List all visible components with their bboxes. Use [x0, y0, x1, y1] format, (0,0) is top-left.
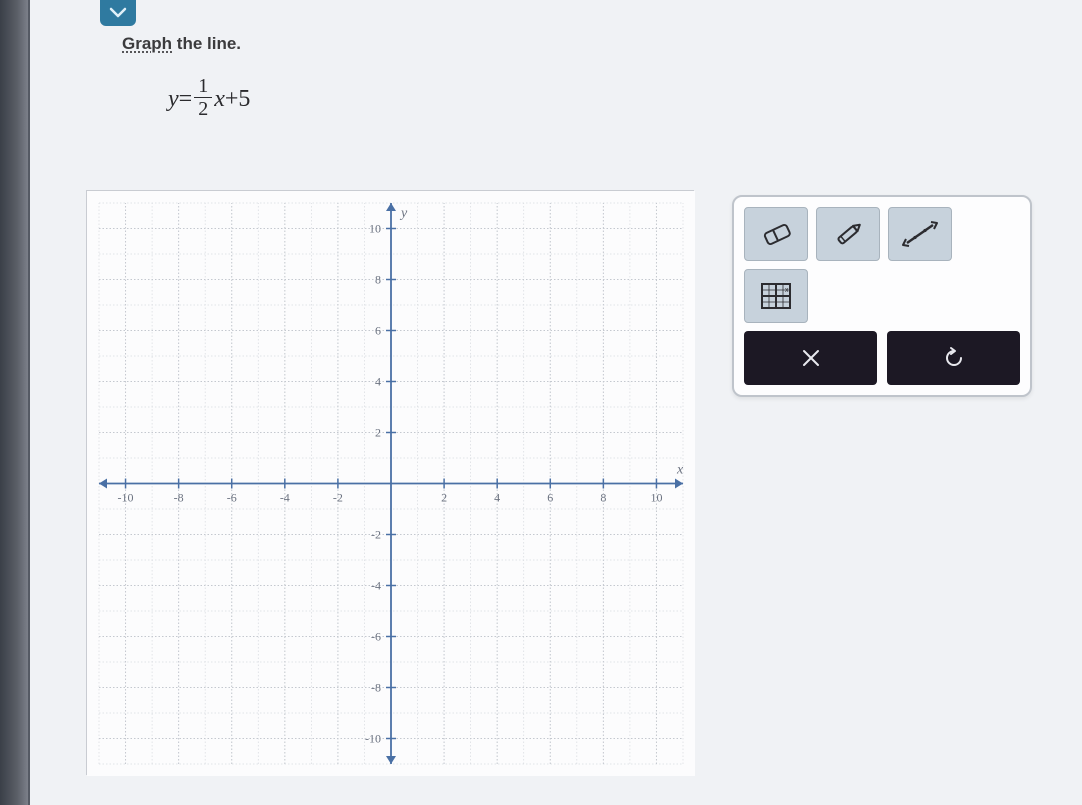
- toolbox: x: [732, 195, 1032, 397]
- undo-icon: [942, 346, 966, 370]
- grid-tool[interactable]: x: [744, 269, 808, 323]
- pencil-icon: [829, 219, 867, 249]
- svg-text:-2: -2: [371, 528, 381, 542]
- svg-text:-4: -4: [371, 579, 381, 593]
- instruction-text: Graph the line.: [122, 34, 241, 54]
- equation-lhs: y: [168, 86, 179, 113]
- equation-fraction: 1 2: [194, 76, 212, 119]
- action-row: [744, 331, 1020, 385]
- coordinate-plane[interactable]: -10 -8 -6 -4 -2 2 4 6 8 10 -10 -8 -6 -4 -2 2 4 6 8 10 x y: [86, 190, 694, 775]
- svg-text:8: 8: [375, 273, 381, 287]
- chevron-down-icon: [109, 7, 127, 19]
- coordinate-plane-svg: -10 -8 -6 -4 -2 2 4 6 8 10 -10 -8 -6 -4 -2 2 4 6 8 10 x y: [87, 191, 695, 776]
- equation-denominator: 2: [194, 98, 212, 119]
- svg-text:2: 2: [441, 491, 447, 505]
- svg-text:y: y: [399, 206, 408, 221]
- equation-plus: +: [225, 86, 239, 113]
- tool-row-1: [744, 207, 1020, 261]
- svg-text:-8: -8: [174, 491, 184, 505]
- equation-const: 5: [238, 86, 250, 113]
- pencil-tool[interactable]: [816, 207, 880, 261]
- reset-button[interactable]: [887, 331, 1020, 385]
- svg-text:-2: -2: [333, 491, 343, 505]
- svg-text:-8: -8: [371, 681, 381, 695]
- eraser-icon: [757, 219, 795, 249]
- svg-text:x: x: [785, 287, 789, 294]
- tool-row-2: x: [744, 269, 1020, 323]
- line-tool[interactable]: [888, 207, 952, 261]
- eraser-tool[interactable]: [744, 207, 808, 261]
- grid-icon: x: [759, 281, 793, 311]
- svg-text:-6: -6: [371, 630, 381, 644]
- svg-text:-6: -6: [227, 491, 237, 505]
- instruction-graph-word: Graph: [122, 34, 172, 53]
- equation: y = 1 2 x + 5: [168, 78, 250, 121]
- svg-text:2: 2: [375, 426, 381, 440]
- close-icon: [800, 347, 822, 369]
- svg-text:6: 6: [375, 324, 381, 338]
- svg-text:4: 4: [494, 491, 500, 505]
- svg-text:8: 8: [600, 491, 606, 505]
- svg-text:10: 10: [369, 222, 381, 236]
- page-left-edge: [0, 0, 30, 805]
- dropdown-button[interactable]: [100, 0, 136, 26]
- equation-var: x: [214, 86, 225, 113]
- svg-text:-4: -4: [280, 491, 290, 505]
- svg-text:x: x: [676, 463, 684, 478]
- equation-equals: =: [179, 86, 193, 113]
- equation-numerator: 1: [194, 76, 212, 98]
- svg-text:6: 6: [547, 491, 553, 505]
- svg-text:-10: -10: [365, 732, 381, 746]
- svg-text:10: 10: [650, 491, 662, 505]
- clear-button[interactable]: [744, 331, 877, 385]
- instruction-rest: the line.: [172, 34, 241, 53]
- svg-text:-10: -10: [118, 491, 134, 505]
- svg-text:4: 4: [375, 375, 381, 389]
- page-root: Graph the line. y = 1 2 x + 5 -10-8-6-4-…: [0, 0, 1082, 805]
- line-icon: [901, 219, 939, 249]
